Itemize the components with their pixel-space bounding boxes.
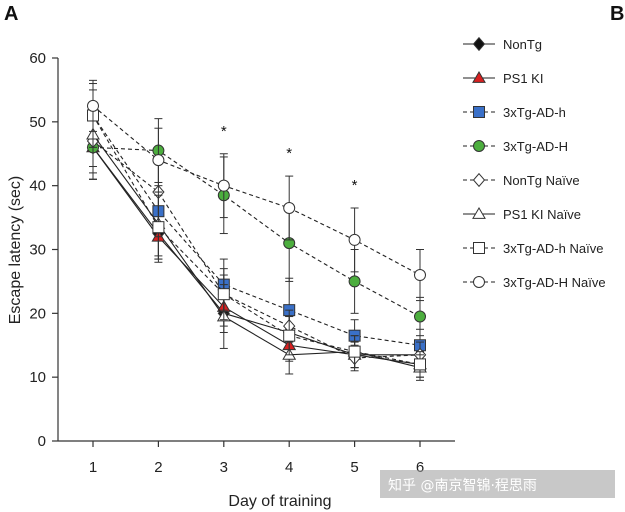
legend-item-3xtg-ad-h: 3xTg-AD-h <box>463 105 566 120</box>
legend-marker <box>472 172 486 188</box>
data-point-3xtg-ad-h-naive <box>348 345 361 358</box>
data-point-3xtg-ad-h <box>348 275 361 288</box>
y-tick-label: 20 <box>29 305 46 322</box>
legend-marker <box>473 276 485 288</box>
panel-label-b: B <box>610 3 624 25</box>
series-nontg <box>86 114 427 369</box>
legend-label: 3xTg-AD-h Naïve <box>503 241 603 256</box>
legend-marker <box>472 36 486 52</box>
data-point-3xtg-ad-h-naive <box>283 202 296 215</box>
significance-asterisk: * <box>286 145 292 162</box>
y-tick-label: 60 <box>29 50 46 67</box>
legend-item-3xtg-ad-h-naive: 3xTg-AD-h Naïve <box>463 241 603 256</box>
significance-markers: * * * <box>221 123 358 194</box>
chart-series <box>86 79 427 381</box>
data-point-3xtg-ad-h-naive <box>217 288 230 301</box>
y-tick-label: 0 <box>38 433 46 450</box>
legend-marker <box>473 106 485 118</box>
chart-axes: 0 10 20 30 40 50 60 1 2 3 4 5 6 <box>29 50 455 476</box>
data-point-3xtg-ad-h-naive <box>87 99 99 112</box>
legend-label: 3xTg-AD-h <box>503 105 566 120</box>
data-point-3xtg-ad-h-naive <box>283 329 296 342</box>
data-point-3xtg-ad-h <box>414 310 426 323</box>
data-point-3xtg-ad-h-naive <box>414 358 426 371</box>
y-axis-title: Escape latency (sec) <box>7 176 24 325</box>
chart-legend: NonTg PS1 KI 3xTg-AD-h 3xTg-AD-H NonTg Naïve… <box>463 36 606 290</box>
series-3xtg-ad-h-naive <box>87 83 426 378</box>
x-axis-title: Day of training <box>228 493 331 510</box>
legend-item-ps1-ki: PS1 KI <box>463 70 543 86</box>
series-ps1-ki <box>86 114 427 378</box>
x-tick-label: 5 <box>350 459 358 476</box>
legend-marker <box>473 140 485 152</box>
x-tick-label: 6 <box>416 459 424 476</box>
significance-asterisk: * <box>221 123 227 140</box>
y-tick-label: 40 <box>29 178 46 195</box>
watermark-backdrop <box>380 470 615 498</box>
legend-label: 3xTg-AD-H Naïve <box>503 275 606 290</box>
legend-label: 3xTg-AD-H <box>503 139 568 154</box>
series-line-nontg <box>92 147 420 356</box>
series-line-nontg-naive <box>92 140 421 359</box>
data-point-3xtg-ad-h-naive <box>152 221 165 234</box>
legend-label: PS1 KI Naïve <box>503 207 581 222</box>
y-tick-label: 30 <box>29 242 46 259</box>
x-tick-label: 2 <box>154 459 162 476</box>
legend-marker <box>473 242 485 254</box>
data-point-3xtg-ad-h-naive <box>414 269 426 282</box>
significance-asterisk: * <box>352 177 358 194</box>
legend-item-nontg: NonTg <box>463 36 542 52</box>
legend-label: PS1 KI <box>503 71 543 86</box>
data-point-3xtg-ad-h-naive <box>348 233 361 246</box>
series-line-3xtg-ad-h-naive <box>92 115 421 365</box>
x-tick-label: 3 <box>220 459 228 476</box>
legend-marker <box>472 206 486 219</box>
legend-item-3xtg-ad-h: 3xTg-AD-H <box>463 139 568 154</box>
series-line-3xtg-ad-h-naive <box>92 105 421 276</box>
x-tick-label: 4 <box>285 459 293 476</box>
y-tick-label: 50 <box>29 114 46 131</box>
series-3xtg-ad-h-naive <box>87 79 426 302</box>
legend-label: NonTg Naïve <box>503 173 580 188</box>
watermark: 知乎 @南京智锦·程思雨 <box>388 477 537 494</box>
data-point-3xtg-ad-h-naive <box>217 179 230 192</box>
data-point-3xtg-ad-h-naive <box>152 154 165 167</box>
legend-item-ps1-ki-naive: PS1 KI Naïve <box>463 206 581 222</box>
legend-marker <box>472 70 486 83</box>
legend-item-3xtg-ad-h-naive: 3xTg-AD-H Naïve <box>463 275 606 290</box>
series-line-ps1-ki-naive <box>92 134 421 369</box>
legend-item-nontg-naive: NonTg Naïve <box>463 172 580 188</box>
series-ps1-ki-naive <box>86 102 427 381</box>
panel-label-a: A <box>4 3 18 25</box>
series-3xtg-ad-h <box>87 114 426 337</box>
series-nontg-naive <box>86 108 427 372</box>
y-tick-label: 10 <box>29 369 46 386</box>
x-tick-label: 1 <box>89 459 97 476</box>
series-line-3xtg-ad-h <box>92 115 421 346</box>
series-line-3xtg-ad-h <box>92 146 421 318</box>
series-3xtg-ad-h <box>87 89 426 362</box>
series-line-ps1-ki <box>92 147 421 365</box>
legend-label: NonTg <box>503 37 542 52</box>
